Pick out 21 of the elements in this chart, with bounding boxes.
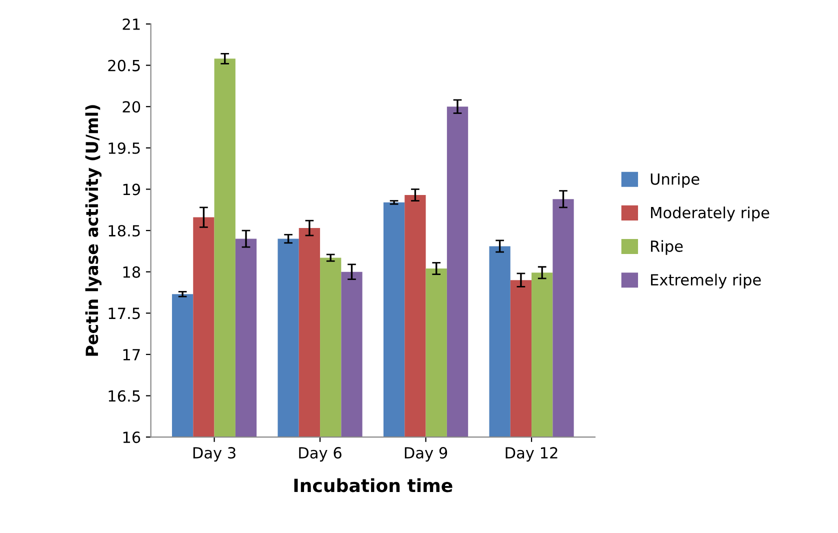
legend-label: Ripe [651, 240, 683, 255]
x-tick-label: Day 6 [299, 447, 342, 462]
x-tick-label: Day 9 [404, 447, 448, 462]
y-tick-label: 16.5 [108, 390, 140, 402]
y-tick-label: 18.5 [108, 224, 140, 237]
y-tick-label: 16 [123, 432, 140, 444]
y-tick-label: 19 [123, 184, 140, 196]
y-tick-label: 21 [122, 18, 140, 30]
x-tick-label: Day 3 [193, 447, 236, 462]
x-axis-title: Incubation time [294, 478, 452, 492]
y-tick-label: 20 [122, 101, 140, 113]
legend-label: Extremely ripe [651, 274, 761, 289]
y-tick-label: 18 [123, 266, 140, 278]
y-tick-label: 20.5 [108, 60, 140, 72]
y-axis-title: Pectin lyase activity (U/ml) [85, 105, 102, 356]
y-tick-label: 19.5 [108, 142, 140, 154]
x-tick-label: Day 12 [506, 447, 558, 462]
legend-label: Unripe [650, 172, 700, 188]
y-tick-label: 17.5 [108, 308, 140, 320]
y-tick-label: 17 [123, 349, 140, 360]
legend-label: Moderately ripe [651, 206, 770, 222]
